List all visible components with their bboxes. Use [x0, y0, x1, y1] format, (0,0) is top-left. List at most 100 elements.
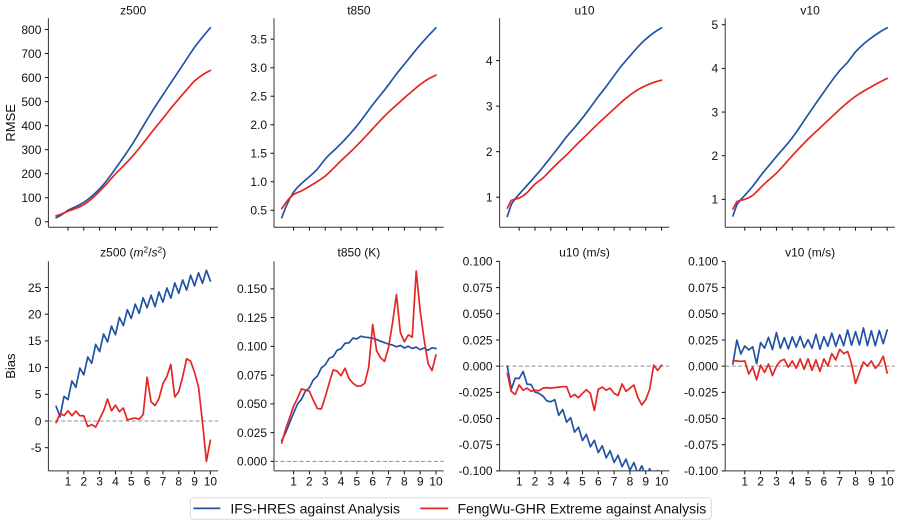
svg-text:0.025: 0.025: [237, 426, 267, 440]
svg-text:0.075: 0.075: [463, 281, 493, 295]
svg-text:3: 3: [773, 474, 780, 488]
svg-text:10: 10: [881, 474, 895, 488]
svg-text:9: 9: [417, 474, 424, 488]
svg-text:400: 400: [21, 119, 41, 133]
svg-text:100: 100: [21, 191, 41, 205]
svg-text:25: 25: [28, 281, 42, 295]
svg-text:5: 5: [712, 18, 719, 32]
svg-text:1: 1: [290, 474, 297, 488]
svg-text:-0.025: -0.025: [459, 386, 493, 400]
svg-text:2.0: 2.0: [250, 118, 267, 132]
svg-text:IFS-HRES against Analysis: IFS-HRES against Analysis: [230, 500, 400, 516]
svg-text:15: 15: [28, 334, 42, 348]
svg-text:0.000: 0.000: [237, 455, 267, 469]
svg-text:8: 8: [852, 474, 859, 488]
svg-text:t850: t850: [347, 3, 371, 17]
svg-text:3: 3: [96, 474, 103, 488]
svg-text:2: 2: [712, 149, 719, 163]
svg-text:-0.100: -0.100: [459, 464, 493, 478]
svg-text:-0.075: -0.075: [459, 438, 493, 452]
svg-text:3.5: 3.5: [250, 33, 267, 47]
svg-text:4: 4: [486, 54, 493, 68]
svg-text:z500: z500: [120, 3, 146, 17]
svg-text:3: 3: [547, 474, 554, 488]
svg-text:5: 5: [354, 474, 361, 488]
svg-text:3: 3: [486, 99, 493, 113]
svg-text:0.050: 0.050: [463, 307, 493, 321]
svg-text:-0.025: -0.025: [684, 386, 718, 400]
svg-text:6: 6: [144, 474, 151, 488]
svg-text:200: 200: [21, 167, 41, 181]
svg-text:v10 (m/s): v10 (m/s): [785, 246, 835, 260]
svg-text:1: 1: [65, 474, 72, 488]
svg-text:7: 7: [160, 474, 167, 488]
svg-text:7: 7: [611, 474, 618, 488]
svg-text:-0.100: -0.100: [684, 464, 718, 478]
svg-text:700: 700: [21, 47, 41, 61]
svg-text:10: 10: [429, 474, 443, 488]
svg-text:1: 1: [486, 191, 493, 205]
svg-text:1: 1: [712, 193, 719, 207]
svg-text:600: 600: [21, 71, 41, 85]
svg-text:u10 (m/s): u10 (m/s): [559, 246, 610, 260]
svg-text:0.025: 0.025: [688, 333, 718, 347]
svg-text:-0.050: -0.050: [684, 412, 718, 426]
svg-text:RMSE: RMSE: [3, 104, 18, 142]
svg-text:0.050: 0.050: [237, 397, 267, 411]
svg-text:6: 6: [595, 474, 602, 488]
svg-text:1.0: 1.0: [250, 175, 267, 189]
svg-text:10: 10: [655, 474, 669, 488]
svg-text:8: 8: [627, 474, 634, 488]
svg-text:2.5: 2.5: [250, 90, 267, 104]
svg-text:0: 0: [35, 215, 42, 229]
svg-text:7: 7: [385, 474, 392, 488]
svg-text:0.000: 0.000: [463, 359, 493, 373]
svg-text:5: 5: [128, 474, 135, 488]
svg-text:0.025: 0.025: [463, 333, 493, 347]
svg-text:5: 5: [805, 474, 812, 488]
svg-text:6: 6: [821, 474, 828, 488]
svg-text:4: 4: [563, 474, 570, 488]
svg-text:2: 2: [532, 474, 539, 488]
svg-text:4: 4: [112, 474, 119, 488]
svg-text:3: 3: [712, 105, 719, 119]
svg-text:z500 (m2/s2): z500 (m2/s2): [100, 245, 166, 260]
svg-text:Bias: Bias: [3, 353, 18, 379]
svg-text:0.5: 0.5: [250, 204, 267, 218]
svg-text:FengWu-GHR Extreme against Ana: FengWu-GHR Extreme against Analysis: [458, 500, 707, 516]
svg-text:0.150: 0.150: [237, 282, 267, 296]
svg-text:5: 5: [579, 474, 586, 488]
svg-text:4: 4: [789, 474, 796, 488]
svg-text:0.075: 0.075: [688, 281, 718, 295]
svg-text:20: 20: [28, 307, 42, 321]
svg-text:4: 4: [712, 62, 719, 76]
svg-text:2: 2: [486, 145, 493, 159]
svg-text:3: 3: [322, 474, 329, 488]
svg-text:u10: u10: [574, 3, 594, 17]
svg-text:0.000: 0.000: [688, 359, 718, 373]
svg-text:0.100: 0.100: [237, 340, 267, 354]
svg-text:0.100: 0.100: [688, 255, 718, 269]
svg-text:8: 8: [401, 474, 408, 488]
svg-text:3.0: 3.0: [250, 61, 267, 75]
svg-text:9: 9: [191, 474, 198, 488]
svg-text:v10: v10: [800, 3, 820, 17]
svg-text:9: 9: [868, 474, 875, 488]
svg-text:1: 1: [741, 474, 748, 488]
svg-text:8: 8: [175, 474, 182, 488]
svg-text:9: 9: [642, 474, 649, 488]
svg-text:0.125: 0.125: [237, 311, 267, 325]
svg-text:300: 300: [21, 143, 41, 157]
svg-text:6: 6: [369, 474, 376, 488]
svg-text:2: 2: [757, 474, 764, 488]
svg-text:0: 0: [35, 414, 42, 428]
svg-text:1: 1: [516, 474, 523, 488]
svg-text:7: 7: [836, 474, 843, 488]
svg-text:0.050: 0.050: [688, 307, 718, 321]
svg-text:500: 500: [21, 95, 41, 109]
svg-text:5: 5: [35, 388, 42, 402]
svg-text:0.100: 0.100: [463, 255, 493, 269]
svg-text:2: 2: [80, 474, 87, 488]
svg-text:0.075: 0.075: [237, 368, 267, 382]
svg-text:800: 800: [21, 23, 41, 37]
